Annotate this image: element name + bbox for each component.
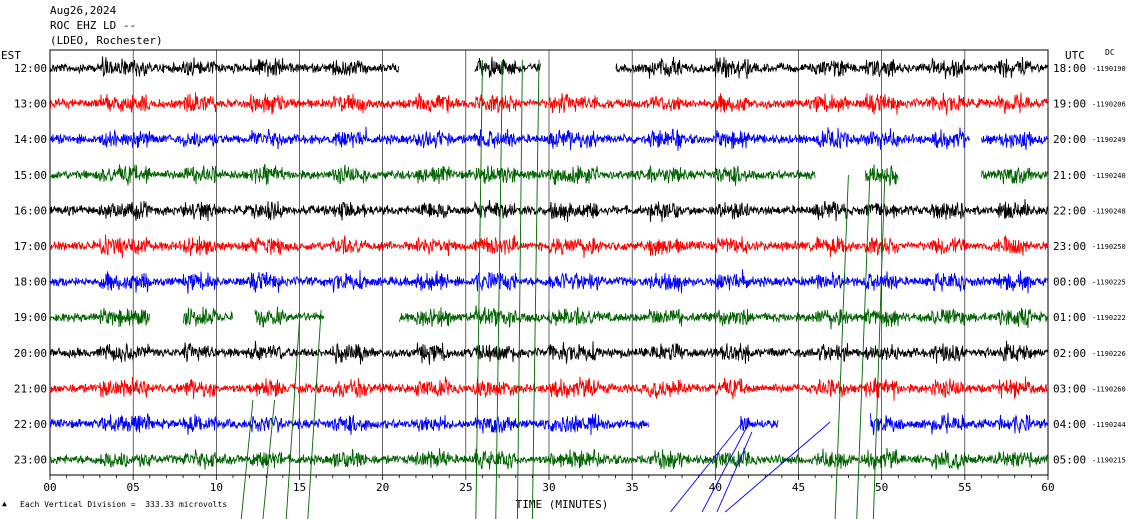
row-left-time-label: 22:00 [14, 418, 47, 431]
x-tick-label: 55 [958, 481, 971, 494]
event-stroke-line [516, 59, 523, 519]
event-stroke-line [834, 174, 849, 519]
row-dc-offset-label: -1190226 [1092, 350, 1126, 358]
row-left-time-label: 14:00 [14, 133, 47, 146]
row-dc-offset-label: -1190250 [1092, 243, 1126, 251]
seismic-trace-row [49, 56, 1049, 80]
x-tick-label: 50 [875, 481, 888, 494]
row-left-time-label: 12:00 [14, 62, 47, 75]
event-stroke-line [475, 59, 483, 519]
event-stroke-line [670, 424, 741, 513]
event-stroke-line [285, 319, 300, 519]
seismic-trace-row [49, 126, 1049, 151]
event-stroke-line [307, 309, 322, 519]
row-left-time-label: 18:00 [14, 276, 47, 289]
event-stroke-line [725, 421, 831, 513]
x-tick-label: 60 [1041, 481, 1054, 494]
dc-label: DC [1105, 48, 1115, 57]
x-tick-label: 10 [210, 481, 223, 494]
row-right-time-label: 05:00 [1053, 454, 1086, 467]
row-right-time-label: 22:00 [1053, 204, 1086, 217]
event-stroke-line [531, 59, 540, 519]
x-tick-label: 45 [792, 481, 805, 494]
header-network: (LDEO, Rochester) [50, 34, 163, 47]
row-dc-offset-label: -1190260 [1092, 385, 1126, 393]
seismic-trace-row [49, 234, 1049, 259]
vertical-division-footnote: Each Vertical Division = 333.33 microvol… [20, 500, 228, 509]
row-right-time-label: 20:00 [1053, 133, 1086, 146]
seismic-trace-row [49, 305, 1049, 330]
seismic-trace-row [49, 199, 1049, 223]
row-right-time-label: 00:00 [1053, 276, 1086, 289]
event-stroke-line [856, 169, 871, 519]
x-tick-label: 00 [43, 481, 56, 494]
row-left-time-label: 15:00 [14, 169, 47, 182]
row-dc-offset-label: -1190240 [1092, 172, 1126, 180]
row-left-time-label: 16:00 [14, 204, 47, 217]
event-stroke-line [262, 399, 275, 519]
x-tick-label: 05 [127, 481, 140, 494]
row-left-time-label: 21:00 [14, 382, 47, 395]
row-dc-offset-label: -1190190 [1092, 65, 1126, 73]
row-right-time-label: 03:00 [1053, 382, 1086, 395]
row-left-time-label: 13:00 [14, 98, 47, 111]
seismic-trace-row [49, 92, 1049, 115]
row-left-time-label: 23:00 [14, 454, 47, 467]
row-left-time-label: 17:00 [14, 240, 47, 253]
seismic-trace-row [49, 447, 1049, 470]
row-right-time-label: 18:00 [1053, 62, 1086, 75]
right-timezone-label: UTC [1065, 49, 1085, 62]
event-stroke-line [495, 59, 503, 519]
seismic-trace-row [49, 412, 1049, 436]
row-right-time-label: 01:00 [1053, 311, 1086, 324]
row-dc-offset-label: -1190244 [1092, 421, 1126, 429]
row-right-time-label: 02:00 [1053, 347, 1086, 360]
row-right-time-label: 23:00 [1053, 240, 1086, 253]
row-dc-offset-label: -1190248 [1092, 207, 1126, 215]
row-right-time-label: 04:00 [1053, 418, 1086, 431]
footnote-marker: ▲ [2, 499, 7, 508]
x-tick-label: 20 [376, 481, 389, 494]
x-tick-label: 35 [626, 481, 639, 494]
seismic-trace-row [49, 163, 1049, 186]
x-tick-label: 30 [542, 481, 555, 494]
row-dc-offset-label: -1190215 [1092, 457, 1126, 465]
header-date: Aug26,2024 [50, 4, 117, 17]
event-stroke-line [872, 169, 886, 519]
left-timezone-label: EST [1, 49, 21, 62]
row-right-time-label: 19:00 [1053, 98, 1086, 111]
row-left-time-label: 20:00 [14, 347, 47, 360]
x-axis-label: TIME (MINUTES) [516, 498, 609, 511]
row-dc-offset-label: -1190206 [1092, 101, 1126, 109]
header-station: ROC EHZ LD -- [50, 19, 137, 32]
event-stroke-line [716, 431, 753, 513]
x-tick-label: 25 [459, 481, 472, 494]
event-stroke-line [701, 429, 746, 513]
x-tick-label: 15 [293, 481, 306, 494]
row-dc-offset-label: -1190249 [1092, 136, 1126, 144]
row-dc-offset-label: -1190222 [1092, 314, 1126, 322]
row-left-time-label: 19:00 [14, 311, 47, 324]
seismic-trace-row [49, 376, 1049, 401]
row-dc-offset-label: -1190225 [1092, 279, 1126, 287]
seismic-trace-row [49, 340, 1049, 366]
event-stroke-line [240, 399, 254, 519]
row-right-time-label: 21:00 [1053, 169, 1086, 182]
